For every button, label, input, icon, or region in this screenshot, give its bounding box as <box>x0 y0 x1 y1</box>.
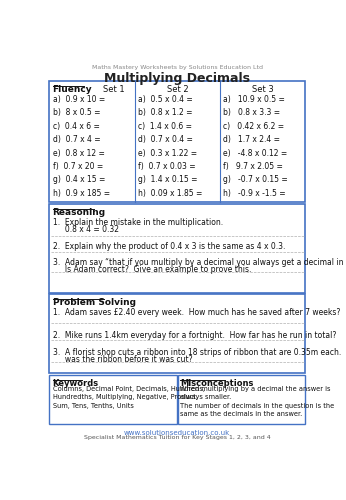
Text: d)  0.7 x 4 =: d) 0.7 x 4 = <box>53 135 100 144</box>
Text: 3.  Adam say “that if you multiply by a decimal you always get a decimal in the : 3. Adam say “that if you multiply by a d… <box>53 258 346 267</box>
Text: 3.  A florist shop cuts a ribbon into 18 strips of ribbon that are 0.35m each.  : 3. A florist shop cuts a ribbon into 18 … <box>53 348 346 357</box>
Text: g)  1.4 x 0.15 =: g) 1.4 x 0.15 = <box>138 176 197 184</box>
Text: f)  0.7 x 20 =: f) 0.7 x 20 = <box>53 162 103 171</box>
Text: 2.  Explain why the product of 0.4 x 3 is the same as 4 x 0.3.: 2. Explain why the product of 0.4 x 3 is… <box>53 242 285 252</box>
Text: c)  0.4 x 6 =: c) 0.4 x 6 = <box>53 122 99 130</box>
Text: a)  0.5 x 0.4 =: a) 0.5 x 0.4 = <box>138 94 193 104</box>
FancyBboxPatch shape <box>49 294 305 374</box>
Text: 0.8 x 4 = 0.32: 0.8 x 4 = 0.32 <box>53 225 119 234</box>
FancyBboxPatch shape <box>178 375 305 424</box>
Text: Specialist Mathematics Tuition for Key Stages 1, 2, 3, and 4: Specialist Mathematics Tuition for Key S… <box>84 435 271 440</box>
Text: Set 2: Set 2 <box>166 84 188 94</box>
Text: c)  1.4 x 0.6 =: c) 1.4 x 0.6 = <box>138 122 192 130</box>
Text: e)  0.3 x 1.22 =: e) 0.3 x 1.22 = <box>138 148 197 158</box>
Text: Reasoning: Reasoning <box>53 208 106 217</box>
Text: Columns, Decimal Point, Decimals, Hundreds,
Hundredths, Multiplying, Negative, P: Columns, Decimal Point, Decimals, Hundre… <box>53 386 204 408</box>
Text: Set 1: Set 1 <box>103 84 125 94</box>
Text: a)  0.9 x 10 =: a) 0.9 x 10 = <box>53 94 105 104</box>
Text: h)  0.09 x 1.85 =: h) 0.09 x 1.85 = <box>138 189 202 198</box>
Text: Problem Solving: Problem Solving <box>53 298 136 307</box>
Text: d)   1.7 x 2.4 =: d) 1.7 x 2.4 = <box>223 135 280 144</box>
Text: Multiplying Decimals: Multiplying Decimals <box>104 72 250 86</box>
FancyBboxPatch shape <box>49 204 305 292</box>
Text: c)   0.42 x 6.2 =: c) 0.42 x 6.2 = <box>223 122 284 130</box>
FancyBboxPatch shape <box>49 375 176 424</box>
Text: 1.  Explain the mistake in the multiplication.: 1. Explain the mistake in the multiplica… <box>53 218 223 227</box>
Text: f)   9.7 x 2.05 =: f) 9.7 x 2.05 = <box>223 162 283 171</box>
Text: Misconceptions: Misconceptions <box>180 379 254 388</box>
Text: Maths Mastery Worksheets by Solutions Education Ltd: Maths Mastery Worksheets by Solutions Ed… <box>92 66 263 70</box>
Text: d)  0.7 x 0.4 =: d) 0.7 x 0.4 = <box>138 135 193 144</box>
Text: b)  0.8 x 1.2 =: b) 0.8 x 1.2 = <box>138 108 192 117</box>
FancyBboxPatch shape <box>49 81 305 202</box>
Text: h)  0.9 x 185 =: h) 0.9 x 185 = <box>53 189 110 198</box>
Text: When multiplying by a decimal the answer is
always smaller.
The number of decima: When multiplying by a decimal the answer… <box>180 386 335 417</box>
Text: Is Adam correct?  Give an example to prove this.: Is Adam correct? Give an example to prov… <box>53 265 251 274</box>
Text: e)  0.8 x 12 =: e) 0.8 x 12 = <box>53 148 104 158</box>
Text: www.solutionseducation.co.uk: www.solutionseducation.co.uk <box>124 430 230 436</box>
Text: 2.  Mike runs 1.4km everyday for a fortnight.  How far has he run in total?: 2. Mike runs 1.4km everyday for a fortni… <box>53 331 336 340</box>
Text: f)  0.7 x 0.03 =: f) 0.7 x 0.03 = <box>138 162 195 171</box>
Text: was the ribbon before it was cut?: was the ribbon before it was cut? <box>53 355 192 364</box>
Text: h)   -0.9 x -1.5 =: h) -0.9 x -1.5 = <box>223 189 286 198</box>
Text: Fluency: Fluency <box>53 84 92 94</box>
Text: g)   -0.7 x 0.15 =: g) -0.7 x 0.15 = <box>223 176 288 184</box>
Text: Set 3: Set 3 <box>252 84 273 94</box>
Text: b)   0.8 x 3.3 =: b) 0.8 x 3.3 = <box>223 108 280 117</box>
Text: a)   10.9 x 0.5 =: a) 10.9 x 0.5 = <box>223 94 285 104</box>
Text: b)  8 x 0.5 =: b) 8 x 0.5 = <box>53 108 100 117</box>
Text: 1.  Adam saves £2.40 every week.  How much has he saved after 7 weeks?: 1. Adam saves £2.40 every week. How much… <box>53 308 340 317</box>
Text: Keywords: Keywords <box>53 379 99 388</box>
Text: e)   -4.8 x 0.12 =: e) -4.8 x 0.12 = <box>223 148 287 158</box>
Text: g)  0.4 x 15 =: g) 0.4 x 15 = <box>53 176 105 184</box>
